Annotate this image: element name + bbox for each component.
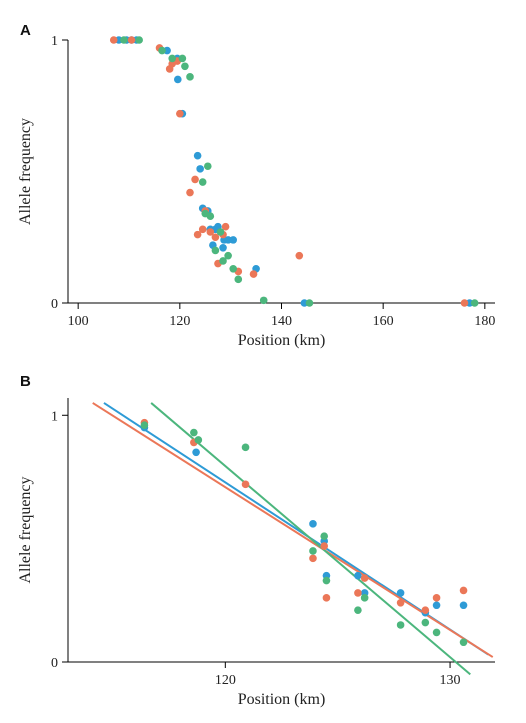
y-tick-label: 0	[51, 297, 58, 312]
data-point-green	[459, 638, 468, 647]
fit-line-orange	[92, 402, 494, 658]
data-point-orange	[309, 554, 317, 563]
data-point-orange	[176, 109, 184, 118]
data-point-orange	[460, 299, 469, 307]
y-tick-label: 0	[51, 656, 58, 671]
chart-panel-a: 100 120 140 160 180 0 1 Position (km) Allele fre…	[17, 34, 495, 349]
data-point-orange	[206, 228, 215, 236]
data-point-green	[421, 618, 430, 627]
data-point-orange	[320, 542, 329, 550]
chart-panel-b: 120 130 0 1 Position (km) Allele frequency	[17, 398, 495, 708]
x-axis-label: Position (km)	[238, 691, 326, 708]
data-point-green	[186, 73, 194, 81]
data-point-green	[322, 576, 331, 585]
data-point-green	[181, 62, 189, 71]
x-tick-label: 130	[440, 673, 461, 688]
data-point-orange	[360, 574, 369, 582]
data-point-green	[194, 436, 203, 444]
data-point-orange	[241, 480, 250, 489]
data-point-orange	[421, 606, 430, 614]
panel-label-b: B	[20, 373, 31, 390]
y-axis-label: Allele frequency	[17, 118, 34, 225]
data-point-orange	[193, 230, 202, 239]
data-point-green	[140, 421, 149, 429]
data-point-green	[470, 299, 479, 307]
data-point-blue	[309, 520, 317, 528]
data-point-blue	[193, 151, 202, 160]
x-tick-label: 140	[271, 314, 292, 329]
data-point-orange	[186, 188, 194, 197]
data-point-blue	[459, 601, 468, 610]
data-point-green	[259, 296, 268, 305]
data-point-orange	[109, 36, 118, 44]
data-point-green	[203, 162, 212, 171]
data-point-green	[320, 532, 329, 540]
data-point-green	[309, 547, 317, 555]
panel-label-a: A	[20, 22, 31, 39]
x-tick-label: 160	[373, 314, 394, 329]
data-point-green	[178, 54, 187, 63]
data-point-green	[206, 212, 215, 221]
data-point-orange	[221, 222, 230, 231]
data-point-green	[135, 36, 143, 44]
data-point-orange	[295, 251, 304, 260]
x-tick-label: 120	[169, 314, 190, 329]
data-point-green	[198, 178, 207, 186]
y-tick-label: 1	[51, 409, 58, 424]
data-point-green	[120, 36, 128, 44]
data-point-blue	[192, 448, 200, 457]
x-axis-label: Position (km)	[238, 332, 326, 349]
data-point-blue	[396, 589, 405, 597]
data-point-blue	[174, 75, 182, 84]
data-point-green	[158, 46, 166, 55]
x-tick-label: 100	[68, 314, 89, 329]
data-point-green	[190, 428, 198, 437]
data-point-orange	[396, 598, 405, 607]
data-point-orange	[354, 589, 362, 597]
data-point-blue	[196, 165, 204, 173]
data-point-blue	[229, 236, 238, 244]
data-point-green	[211, 246, 220, 255]
data-point-orange	[127, 36, 136, 44]
data-point-green	[305, 299, 314, 307]
data-point-green	[360, 594, 369, 602]
data-point-blue	[354, 571, 362, 580]
data-point-green	[396, 621, 405, 629]
data-point-blue	[432, 601, 441, 610]
data-point-green	[432, 628, 441, 637]
data-point-orange	[322, 594, 331, 602]
x-tick-label: 180	[474, 314, 495, 329]
data-point-green	[241, 443, 250, 452]
y-tick-label: 1	[51, 34, 58, 49]
data-point-green	[216, 228, 225, 236]
data-point-green	[219, 257, 227, 265]
data-point-green	[229, 265, 238, 273]
data-point-green	[354, 606, 362, 614]
data-point-orange	[191, 175, 199, 184]
y-axis-label: Allele frequency	[17, 476, 34, 583]
fit-line-green	[150, 402, 471, 676]
data-point-green	[234, 275, 243, 284]
data-point-orange	[249, 270, 258, 278]
data-point-orange	[459, 586, 468, 595]
data-point-green	[168, 54, 177, 63]
data-point-orange	[198, 225, 207, 234]
x-tick-label: 120	[215, 673, 236, 688]
data-point-orange	[432, 594, 441, 602]
data-point-blue	[219, 243, 227, 252]
data-point-orange	[211, 233, 220, 242]
data-point-green	[224, 251, 232, 260]
